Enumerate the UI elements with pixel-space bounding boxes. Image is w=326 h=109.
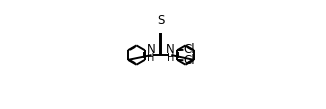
Text: N: N xyxy=(166,43,175,56)
Text: Cl: Cl xyxy=(184,54,195,67)
Text: S: S xyxy=(157,14,165,27)
Text: N: N xyxy=(147,43,156,56)
Text: H: H xyxy=(147,53,155,63)
Text: Cl: Cl xyxy=(184,43,195,56)
Text: H: H xyxy=(167,53,174,63)
